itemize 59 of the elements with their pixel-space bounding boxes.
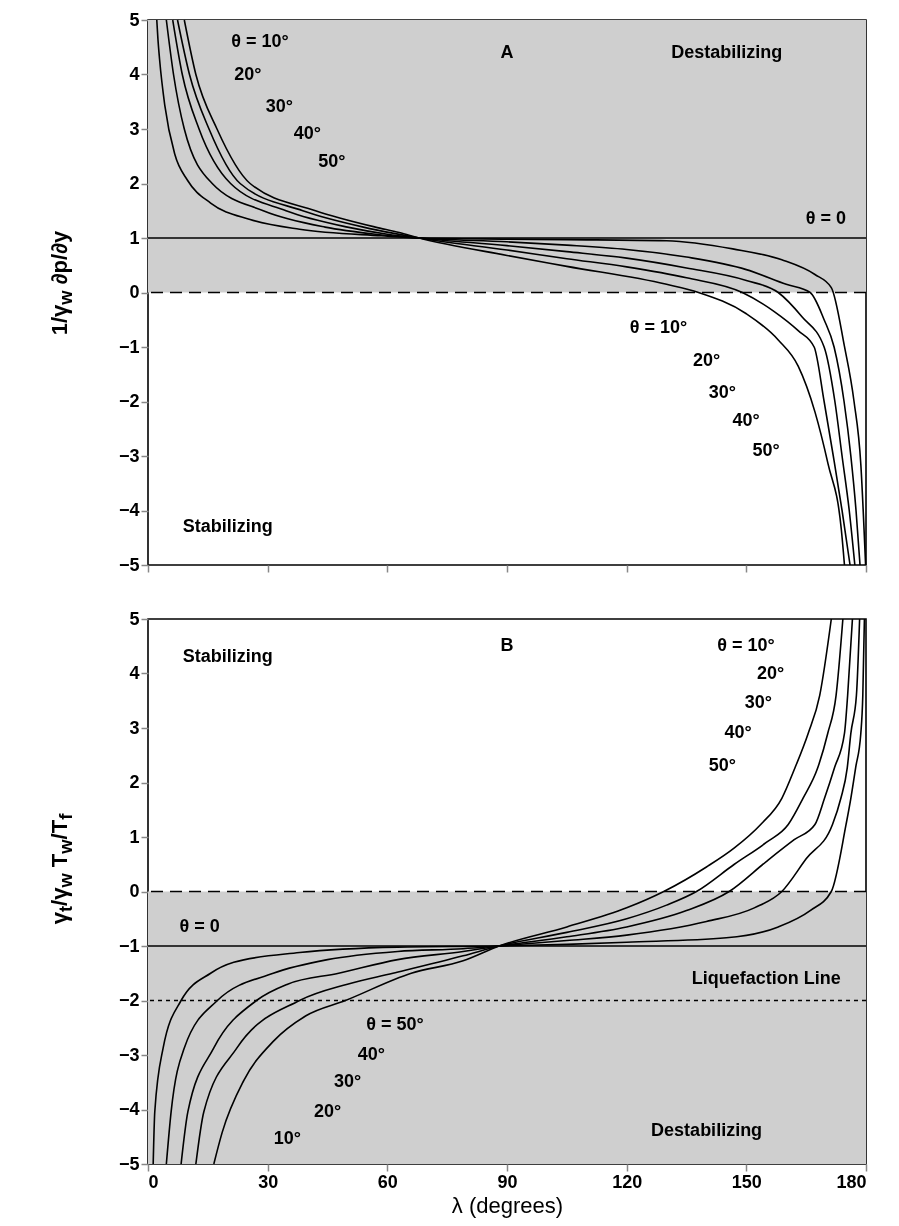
annotation: θ = 10° — [629, 316, 688, 337]
y-tick-label: 5 — [129, 608, 140, 629]
annotation: A — [500, 41, 514, 62]
annotation: 20° — [234, 63, 262, 84]
annotation: Stabilizing — [182, 646, 273, 667]
annotation: 40° — [732, 409, 760, 430]
y-tick-label: −4 — [118, 1099, 140, 1119]
annotation: 40° — [293, 123, 322, 144]
annotation: θ = 10° — [717, 635, 775, 656]
y-tick-label: −3 — [118, 1044, 140, 1065]
y-tick-label: 4 — [129, 64, 140, 84]
y-tick-label: −1 — [118, 935, 140, 956]
y-tick-label: 2 — [129, 173, 140, 193]
y-tick-label: 0 — [129, 282, 140, 302]
annotation: 50° — [708, 755, 737, 776]
y-tick-label: 4 — [129, 663, 140, 683]
annotation: 20° — [692, 349, 721, 370]
x-tick-label: 180 — [836, 1171, 867, 1192]
annotation: 30° — [744, 692, 772, 713]
y-tick-label: 1 — [129, 826, 140, 847]
x-tick-label: 90 — [497, 1171, 518, 1192]
y-tick-label: −2 — [118, 391, 140, 411]
annotation: 30° — [265, 96, 294, 117]
x-tick-label: 0 — [148, 1171, 159, 1192]
annotation: Stabilizing — [182, 515, 273, 536]
y-tick-label: 1 — [129, 227, 140, 248]
annotation: Liquefaction Line — [691, 967, 841, 988]
y-tick-label: 2 — [129, 772, 140, 792]
y-tick-label: 5 — [129, 9, 140, 30]
annotation: 20° — [313, 1101, 342, 1122]
annotation: 30° — [333, 1071, 362, 1092]
y-tick-label: 3 — [129, 717, 140, 738]
annotation: 30° — [708, 382, 737, 403]
y-tick-label: −5 — [118, 554, 140, 575]
annotation: θ = 10° — [231, 30, 289, 51]
y-tick-label: 0 — [129, 881, 140, 901]
annotation: B — [500, 635, 514, 656]
annotation: 40° — [357, 1044, 385, 1064]
x-tick-label: 120 — [612, 1171, 643, 1192]
annotation: 50° — [752, 439, 780, 460]
annotation: θ = 0 — [805, 207, 846, 228]
x-tick-label: 150 — [731, 1171, 762, 1192]
x-tick-label: 30 — [258, 1171, 279, 1192]
annotation: 10° — [273, 1128, 301, 1149]
y-tick-label: 3 — [129, 118, 140, 139]
y-tick-label: −2 — [118, 990, 140, 1010]
annotation: 50° — [318, 150, 346, 171]
annotation: 40° — [724, 722, 752, 743]
y-tick-label: −1 — [118, 336, 140, 357]
x-tick-label: 60 — [377, 1171, 398, 1192]
y-tick-label: −4 — [118, 500, 140, 520]
annotation: 20° — [756, 662, 785, 683]
x-axis-title: λ (degrees) — [451, 1192, 564, 1218]
annotation: θ = 50° — [366, 1014, 424, 1035]
annotation: θ = 0 — [179, 915, 220, 936]
annotation: Destabilizing — [671, 41, 783, 62]
annotation: Destabilizing — [651, 1120, 763, 1141]
y-tick-label: −5 — [118, 1153, 140, 1174]
y-tick-label: −3 — [118, 445, 140, 466]
